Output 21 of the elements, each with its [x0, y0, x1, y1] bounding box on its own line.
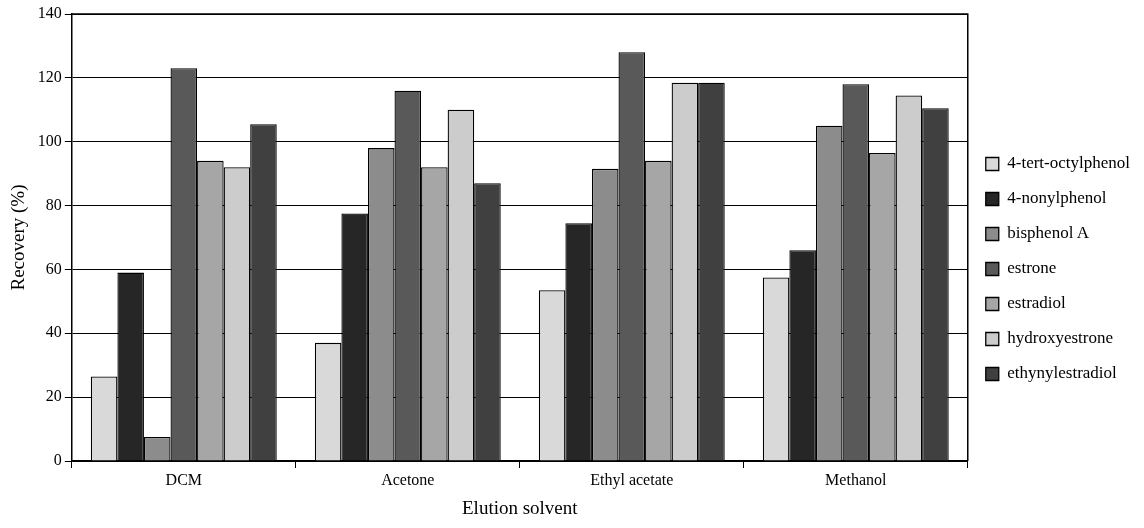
y-tick-label: 100: [37, 131, 62, 149]
legend-label: estradiol: [1007, 293, 1067, 313]
x-tick-label: Ethyl acetate: [590, 470, 674, 489]
legend-label: 4-tert-octylphenol: [1007, 153, 1131, 173]
x-tick-label: DCM: [165, 470, 203, 488]
legend-label: 4-nonylphenol: [1007, 188, 1107, 208]
legend-label: hydroxyestrone: [1007, 328, 1114, 348]
y-tick-label: 40: [45, 323, 62, 341]
y-tick-label: 120: [37, 68, 62, 86]
y-tick-label: 60: [45, 259, 62, 277]
y-axis-title: Recovery (%): [7, 184, 30, 291]
y-tick-label: 80: [45, 195, 62, 213]
x-axis-title: Elution solvent: [461, 496, 579, 518]
y-tick-label: 0: [53, 451, 62, 469]
y-tick-label: 20: [45, 387, 62, 405]
legend-label: ethynylestradiol: [1007, 363, 1118, 383]
x-tick-label: Methanol: [825, 470, 887, 488]
legend-label: bisphenol A: [1007, 223, 1090, 243]
y-tick-label: 140: [37, 4, 62, 22]
legend-label: estrone: [1007, 258, 1057, 278]
x-tick-label: Acetone: [381, 470, 435, 488]
